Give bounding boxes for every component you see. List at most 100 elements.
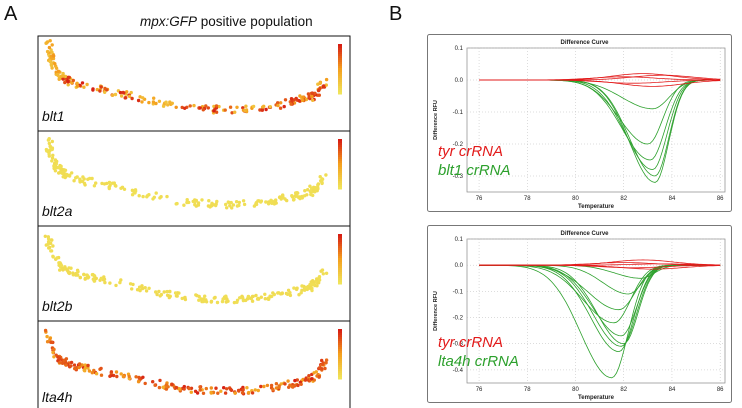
expression-point xyxy=(214,386,218,390)
expression-point xyxy=(49,241,53,245)
expression-point xyxy=(71,78,76,83)
expression-point xyxy=(281,194,285,198)
expression-point xyxy=(254,202,258,206)
expression-point xyxy=(173,291,178,295)
expression-point xyxy=(278,106,283,110)
expression-point xyxy=(48,144,52,148)
expression-point xyxy=(140,100,144,104)
expression-point xyxy=(123,96,127,100)
expression-point xyxy=(254,293,258,298)
colorbar-segment xyxy=(338,185,342,188)
colorbar-segment xyxy=(338,64,342,67)
x-tick-label: 80 xyxy=(572,387,579,393)
expression-point xyxy=(290,194,294,198)
colorbar-segment xyxy=(338,345,342,348)
difference-curve-chart-bottom: Difference Curve 76 78 80 82 84 86 0.1 0.0 -0.1 -0… xyxy=(427,225,732,403)
expression-point xyxy=(280,291,284,296)
colorbar-segment xyxy=(338,139,342,142)
subplot-frame xyxy=(37,225,351,322)
expression-point xyxy=(82,181,87,185)
expression-point xyxy=(224,294,228,298)
expression-point xyxy=(57,261,61,265)
expression-point xyxy=(229,387,233,392)
expression-point xyxy=(151,197,155,201)
colorbar-segment xyxy=(338,371,342,374)
expression-point xyxy=(109,370,114,374)
expression-point xyxy=(204,104,208,108)
expression-point xyxy=(135,288,140,292)
expression-point xyxy=(321,362,325,366)
expression-point xyxy=(315,284,319,288)
colorbar-segment xyxy=(338,270,342,273)
population-title-gene: mpx:GFP xyxy=(140,14,198,29)
colorbar-segment xyxy=(338,375,342,378)
expression-point xyxy=(50,156,55,160)
expression-point xyxy=(212,104,216,109)
series-line-red xyxy=(479,74,721,81)
y-axis-label: Difference RFU xyxy=(433,100,439,140)
expression-point xyxy=(64,172,69,177)
expression-point xyxy=(206,204,211,208)
expression-point xyxy=(225,297,229,301)
expression-point xyxy=(92,279,97,283)
colorbar-segment xyxy=(338,246,342,249)
expression-point xyxy=(174,385,179,390)
expression-point xyxy=(324,77,329,82)
colorbar-segment xyxy=(338,258,342,261)
expression-point xyxy=(52,166,56,170)
colorbar-segment xyxy=(338,252,342,255)
expression-point xyxy=(45,334,49,339)
colorbar-segment xyxy=(338,145,342,148)
expression-point xyxy=(62,358,66,363)
colorbar-segment xyxy=(338,260,342,263)
expression-point xyxy=(47,148,52,153)
expression-point xyxy=(322,84,326,88)
colorbar-segment xyxy=(338,266,342,269)
expression-point xyxy=(241,385,245,390)
expression-point xyxy=(136,380,141,384)
expression-point xyxy=(324,173,328,177)
expression-point xyxy=(147,286,151,290)
colorbar-segment xyxy=(338,363,342,366)
expression-point xyxy=(60,361,65,365)
colorbar-segment xyxy=(338,84,342,87)
expression-point xyxy=(300,284,304,288)
expression-point xyxy=(296,195,301,199)
expression-point xyxy=(90,371,95,375)
expression-point xyxy=(122,91,126,95)
expression-point xyxy=(243,108,247,113)
expression-point xyxy=(297,99,301,103)
gene-label: blt1 xyxy=(42,108,65,124)
expression-point xyxy=(311,188,316,192)
y-tick-label: 0.1 xyxy=(455,237,464,243)
expression-point xyxy=(56,73,60,77)
expression-point xyxy=(232,300,237,305)
expression-point xyxy=(256,199,260,203)
expression-point xyxy=(145,194,150,198)
expression-point xyxy=(237,203,241,208)
expression-point xyxy=(245,386,249,390)
expression-point xyxy=(317,278,322,282)
expression-point xyxy=(49,340,53,344)
expression-point xyxy=(216,391,220,395)
expression-point xyxy=(48,39,52,43)
expression-point xyxy=(50,50,54,54)
x-axis-label: Temperature xyxy=(578,204,615,210)
expression-point xyxy=(271,291,275,295)
expression-point xyxy=(316,185,320,189)
colorbar-segment xyxy=(338,46,342,49)
colorbar-segment xyxy=(338,175,342,178)
expression-point xyxy=(45,49,50,54)
expression-point xyxy=(115,374,119,379)
expression-point xyxy=(182,387,186,391)
expression-point xyxy=(61,171,65,175)
colorbar-segment xyxy=(338,359,342,362)
expression-point xyxy=(241,298,246,303)
expression-point xyxy=(85,82,89,87)
expression-point xyxy=(323,366,327,371)
colorbar-segment xyxy=(338,264,342,267)
expression-point xyxy=(241,388,245,392)
expression-point xyxy=(256,388,260,393)
expression-point xyxy=(271,387,275,392)
expression-point xyxy=(324,361,328,365)
